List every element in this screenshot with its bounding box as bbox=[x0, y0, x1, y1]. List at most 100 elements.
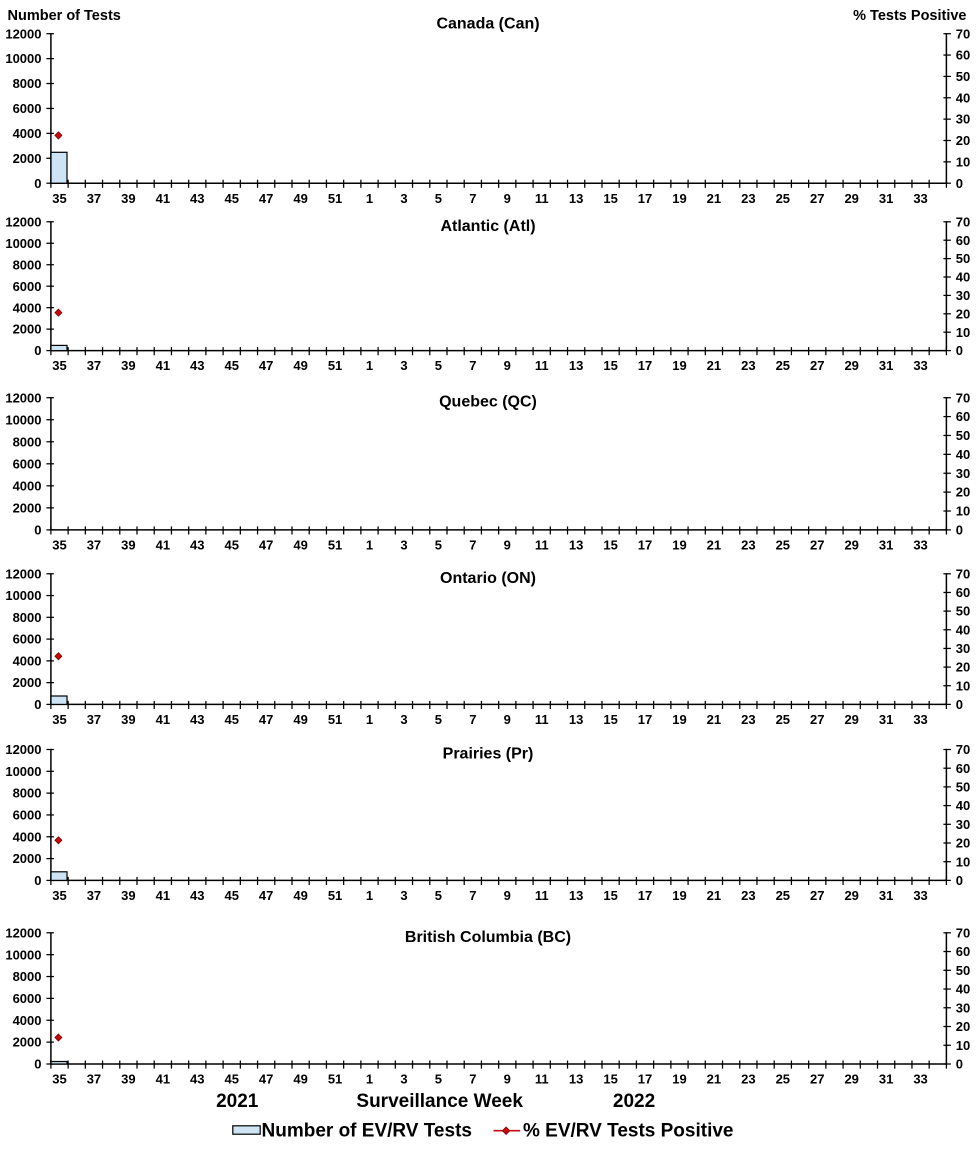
svg-text:8000: 8000 bbox=[13, 76, 42, 91]
svg-text:6000: 6000 bbox=[13, 991, 42, 1006]
svg-text:50: 50 bbox=[956, 69, 970, 84]
svg-text:39: 39 bbox=[121, 712, 135, 727]
svg-text:9: 9 bbox=[504, 888, 511, 903]
svg-text:Number of EV/RV Tests: Number of EV/RV Tests bbox=[262, 1121, 472, 1142]
svg-text:7: 7 bbox=[469, 191, 476, 206]
svg-text:49: 49 bbox=[293, 191, 307, 206]
svg-text:31: 31 bbox=[879, 888, 893, 903]
svg-text:41: 41 bbox=[156, 888, 170, 903]
svg-text:51: 51 bbox=[328, 888, 342, 903]
svg-text:60: 60 bbox=[956, 585, 970, 600]
svg-text:% Tests Positive: % Tests Positive bbox=[853, 8, 966, 24]
svg-text:51: 51 bbox=[328, 191, 342, 206]
svg-text:29: 29 bbox=[844, 712, 858, 727]
svg-text:7: 7 bbox=[469, 1072, 476, 1087]
svg-text:60: 60 bbox=[956, 48, 970, 63]
svg-text:5: 5 bbox=[435, 191, 442, 206]
svg-text:19: 19 bbox=[672, 538, 686, 553]
svg-text:43: 43 bbox=[190, 712, 204, 727]
svg-text:6000: 6000 bbox=[13, 279, 42, 294]
svg-text:4000: 4000 bbox=[13, 478, 42, 493]
svg-text:33: 33 bbox=[913, 888, 927, 903]
svg-text:43: 43 bbox=[190, 888, 204, 903]
svg-text:33: 33 bbox=[913, 1072, 927, 1087]
svg-text:15: 15 bbox=[603, 1072, 617, 1087]
svg-text:43: 43 bbox=[190, 191, 204, 206]
svg-text:25: 25 bbox=[776, 712, 790, 727]
svg-text:50: 50 bbox=[956, 428, 970, 443]
svg-text:49: 49 bbox=[293, 1072, 307, 1087]
svg-text:12000: 12000 bbox=[5, 566, 41, 581]
svg-text:12000: 12000 bbox=[5, 390, 41, 405]
svg-text:13: 13 bbox=[569, 712, 583, 727]
svg-text:43: 43 bbox=[190, 1072, 204, 1087]
svg-text:5: 5 bbox=[435, 712, 442, 727]
svg-text:29: 29 bbox=[844, 191, 858, 206]
svg-text:30: 30 bbox=[956, 641, 970, 656]
svg-text:0: 0 bbox=[956, 873, 963, 888]
svg-text:3: 3 bbox=[400, 358, 407, 373]
svg-text:33: 33 bbox=[913, 191, 927, 206]
svg-text:20: 20 bbox=[956, 485, 970, 500]
svg-text:10000: 10000 bbox=[5, 412, 41, 427]
svg-text:25: 25 bbox=[776, 358, 790, 373]
svg-text:45: 45 bbox=[224, 538, 238, 553]
svg-text:41: 41 bbox=[156, 191, 170, 206]
svg-text:3: 3 bbox=[400, 888, 407, 903]
svg-text:5: 5 bbox=[435, 358, 442, 373]
svg-text:60: 60 bbox=[956, 944, 970, 959]
svg-text:10: 10 bbox=[956, 678, 970, 693]
svg-text:10: 10 bbox=[956, 854, 970, 869]
svg-text:40: 40 bbox=[956, 270, 970, 285]
svg-text:37: 37 bbox=[87, 538, 101, 553]
svg-text:23: 23 bbox=[741, 712, 755, 727]
svg-text:12000: 12000 bbox=[5, 214, 41, 229]
svg-text:1: 1 bbox=[366, 1072, 373, 1087]
svg-text:10000: 10000 bbox=[5, 236, 41, 251]
svg-text:35: 35 bbox=[52, 1072, 66, 1087]
svg-text:43: 43 bbox=[190, 358, 204, 373]
svg-text:19: 19 bbox=[672, 191, 686, 206]
svg-text:Number of Tests: Number of Tests bbox=[8, 8, 121, 24]
svg-text:49: 49 bbox=[293, 358, 307, 373]
svg-text:40: 40 bbox=[956, 447, 970, 462]
svg-text:Quebec (QC): Quebec (QC) bbox=[439, 394, 537, 411]
svg-text:5: 5 bbox=[435, 888, 442, 903]
svg-text:30: 30 bbox=[956, 817, 970, 832]
svg-text:2000: 2000 bbox=[13, 851, 42, 866]
svg-text:27: 27 bbox=[810, 538, 824, 553]
svg-text:4000: 4000 bbox=[13, 300, 42, 315]
svg-text:51: 51 bbox=[328, 1072, 342, 1087]
svg-text:17: 17 bbox=[638, 1072, 652, 1087]
svg-text:35: 35 bbox=[52, 358, 66, 373]
svg-text:50: 50 bbox=[956, 251, 970, 266]
svg-text:9: 9 bbox=[504, 191, 511, 206]
svg-text:21: 21 bbox=[707, 712, 721, 727]
svg-text:8000: 8000 bbox=[13, 434, 42, 449]
svg-text:17: 17 bbox=[638, 358, 652, 373]
svg-text:40: 40 bbox=[956, 90, 970, 105]
svg-text:33: 33 bbox=[913, 358, 927, 373]
svg-text:29: 29 bbox=[844, 358, 858, 373]
svg-text:17: 17 bbox=[638, 888, 652, 903]
svg-text:Surveillance Week: Surveillance Week bbox=[356, 1091, 523, 1112]
svg-text:Ontario (ON): Ontario (ON) bbox=[440, 570, 536, 587]
svg-text:47: 47 bbox=[259, 358, 273, 373]
svg-text:49: 49 bbox=[293, 712, 307, 727]
svg-text:51: 51 bbox=[328, 538, 342, 553]
svg-text:2000: 2000 bbox=[13, 675, 42, 690]
svg-text:1: 1 bbox=[366, 712, 373, 727]
svg-text:10: 10 bbox=[956, 325, 970, 340]
svg-text:30: 30 bbox=[956, 466, 970, 481]
svg-text:47: 47 bbox=[259, 191, 273, 206]
svg-text:29: 29 bbox=[844, 538, 858, 553]
svg-text:27: 27 bbox=[810, 358, 824, 373]
svg-text:21: 21 bbox=[707, 1072, 721, 1087]
svg-text:13: 13 bbox=[569, 1072, 583, 1087]
svg-text:49: 49 bbox=[293, 538, 307, 553]
svg-text:4000: 4000 bbox=[13, 126, 42, 141]
svg-text:0: 0 bbox=[34, 176, 41, 191]
svg-text:3: 3 bbox=[400, 538, 407, 553]
svg-text:23: 23 bbox=[741, 1072, 755, 1087]
svg-text:51: 51 bbox=[328, 358, 342, 373]
